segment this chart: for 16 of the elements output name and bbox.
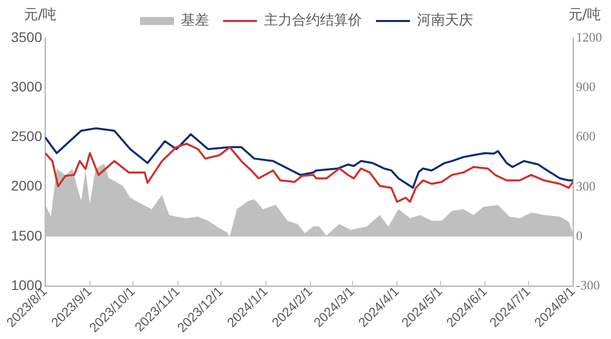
y-tick-label: 2000 <box>10 178 42 194</box>
y-tick-label: 3500 <box>10 28 42 45</box>
legend-label: 河南天庆 <box>417 12 473 29</box>
legend-label: 主力合约结算价 <box>264 12 362 29</box>
y-tick-label: 3000 <box>10 78 42 94</box>
y2-tick-label: 600 <box>576 128 596 144</box>
y2-tick-label: 300 <box>576 178 596 194</box>
y2-tick-label: 1200 <box>576 29 602 44</box>
y2-tick-label: 0 <box>576 228 582 243</box>
y2-axis-title: 元/吨 <box>568 6 601 24</box>
y-axis-title: 元/吨 <box>24 6 57 24</box>
y-tick-label: 1500 <box>10 227 42 244</box>
legend-label: 基差 <box>181 12 209 29</box>
y2-tick-label: -300 <box>576 277 600 292</box>
y2-tick-label: 900 <box>576 79 596 94</box>
y-tick-label: 2500 <box>10 128 42 144</box>
